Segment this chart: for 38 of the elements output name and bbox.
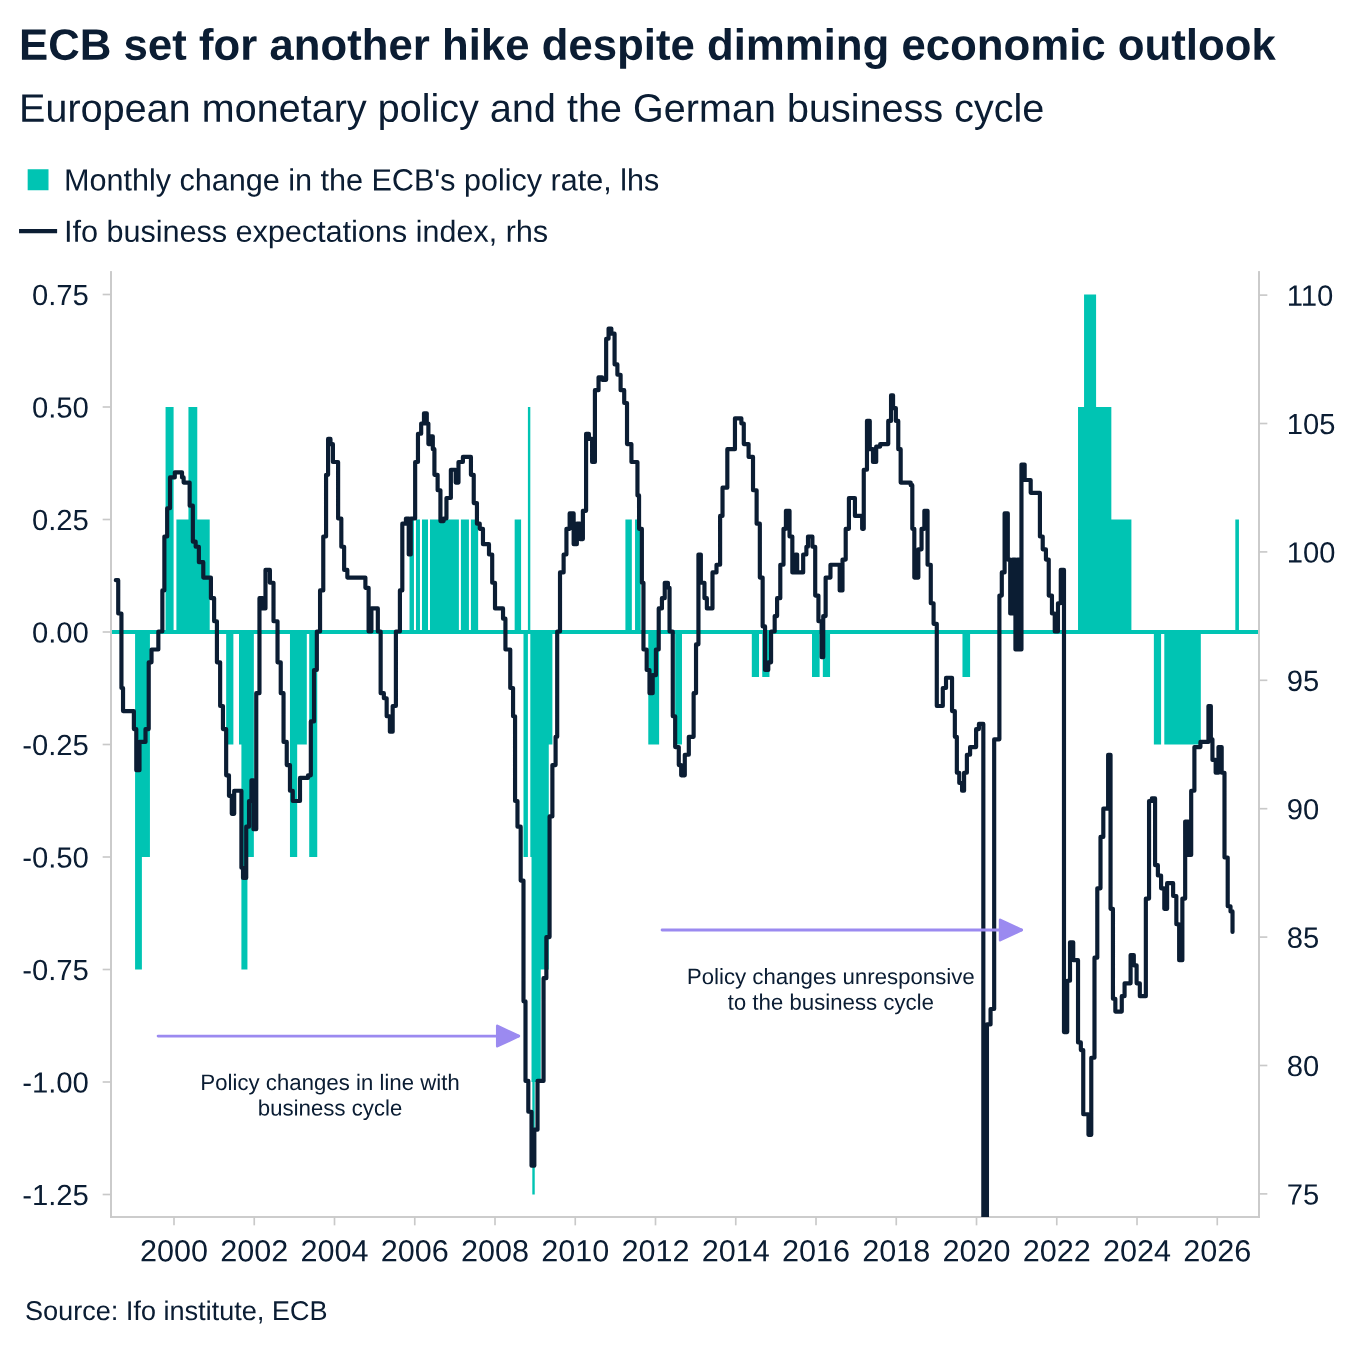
y-tick-label: -0.75: [23, 959, 88, 981]
y2-tick-label: 110: [1289, 285, 1333, 306]
x-tick-label: 2024: [1104, 1240, 1171, 1262]
y-tick-label: -0.50: [23, 847, 88, 868]
y2-tick-label: 95: [1288, 670, 1318, 692]
x-tick-label: 2020: [944, 1240, 1010, 1262]
legend-label: Ifo business expectations index, rhs: [66, 219, 548, 249]
y2-tick-label: 100: [1289, 542, 1335, 563]
y-tick-label: 0.00: [33, 622, 88, 643]
annotation: Policy changes unresponsive to the business cycle: [688, 968, 974, 1015]
x-tick-label: 2010: [542, 1240, 609, 1262]
y2-tick-label: 80: [1288, 1055, 1319, 1077]
x-tick-label: 2002: [221, 1240, 287, 1262]
y2-tick-label: 75: [1288, 1184, 1318, 1205]
y-tick-label: 0.75: [33, 284, 88, 306]
y-tick-label: 0.50: [33, 397, 88, 418]
y-tick-label: -1.00: [23, 1072, 88, 1093]
x-tick-label: 2000: [141, 1240, 207, 1262]
source-note: Source: Ifo institute, ECB: [26, 1300, 327, 1324]
y2-tick-label: 85: [1288, 927, 1318, 948]
x-tick-label: 2008: [462, 1240, 528, 1262]
annotation: Policy changes in line with business cycle: [202, 1073, 459, 1121]
x-tick-label: 2014: [703, 1240, 769, 1262]
x-tick-label: 2004: [302, 1240, 368, 1262]
y-tick-label: 0.25: [33, 509, 88, 531]
y-tick-label: -0.25: [23, 734, 88, 756]
legend-label: Monthly change in the ECB's policy rate, lhs: [66, 168, 659, 197]
chart-title: ECB set for another hike despite dimming economic outlook: [21, 28, 1276, 69]
x-tick-label: 2018: [863, 1240, 929, 1262]
x-tick-label: 2016: [783, 1240, 849, 1262]
x-tick-label: 2012: [623, 1240, 688, 1262]
x-tick-label: 2026: [1184, 1240, 1250, 1262]
y2-tick-label: 90: [1288, 798, 1319, 820]
y-tick-label: -1.25: [23, 1184, 88, 1206]
x-tick-label: 2022: [1024, 1240, 1090, 1262]
chart-subtitle: European monetary policy and the German business cycle: [22, 93, 1043, 130]
y2-tick-label: 105: [1289, 413, 1335, 435]
x-tick-label: 2006: [382, 1240, 448, 1262]
